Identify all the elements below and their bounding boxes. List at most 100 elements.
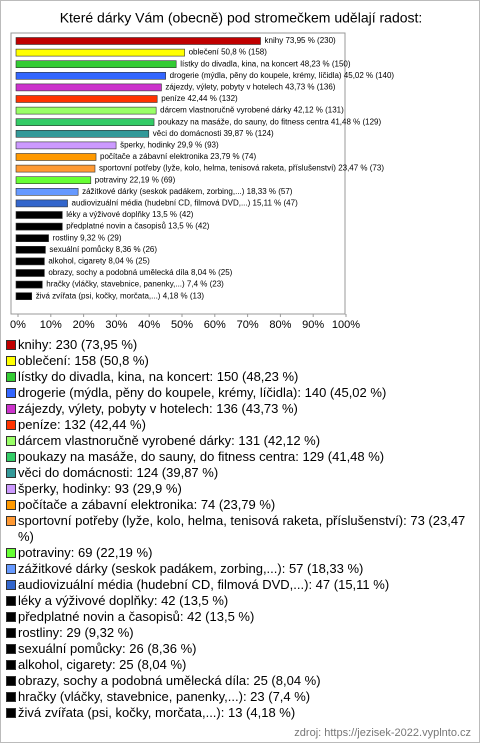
legend-item: potraviny: 69 (22,19 %) xyxy=(5,545,473,561)
legend-label: audiovizuální média (hudební CD, filmová… xyxy=(18,577,390,592)
bar xyxy=(15,222,63,231)
legend-label: poukazy na masáže, do sauny, do fitness … xyxy=(18,449,385,464)
legend-label: živá zvířata (psi, kočky, morčata,...): … xyxy=(18,705,296,720)
bar-label: zážitkové dárky (seskok padákem, zorbing… xyxy=(82,187,293,196)
legend-label: dárcem vlastnoručně vyrobené dárky: 131 … xyxy=(18,433,321,448)
legend-swatch xyxy=(6,564,16,574)
bar-label: zájezdy, výlety, pobyty v hotelech 43,73… xyxy=(165,83,335,92)
legend-item: předplatné novin a časopisů: 42 (13,5 %) xyxy=(5,609,473,625)
legend-swatch xyxy=(6,468,16,478)
x-tick-label: 70% xyxy=(237,319,259,331)
legend-swatch xyxy=(6,644,16,654)
legend-label: předplatné novin a časopisů: 42 (13,5 %) xyxy=(18,609,255,624)
bar xyxy=(15,292,33,301)
legend-item: oblečení: 158 (50,8 %) xyxy=(5,353,473,369)
legend-label: hračky (vláčky, stavebnice, panenky,...)… xyxy=(18,689,311,704)
bar-label: potraviny 22,19 % (69) xyxy=(95,175,176,184)
bar-label: počítače a zábavní elektronika 23,79 % (… xyxy=(100,152,256,161)
legend-item: poukazy na masáže, do sauny, do fitness … xyxy=(5,449,473,465)
bar-label: hračky (vláčky, stavebnice, panenky,...)… xyxy=(46,280,224,289)
legend-label: rostliny: 29 (9,32 %) xyxy=(18,625,134,640)
bar-label: předplatné novin a časopisů 13,5 % (42) xyxy=(66,222,210,231)
legend-item: věci do domácnosti: 124 (39,87 %) xyxy=(5,465,473,481)
legend-label: sexuální pomůcky: 26 (8,36 %) xyxy=(18,641,197,656)
x-tick-label: 20% xyxy=(73,319,95,331)
bar xyxy=(15,176,92,184)
legend-item: živá zvířata (psi, kočky, morčata,...): … xyxy=(5,705,473,721)
bar xyxy=(15,141,117,150)
bar xyxy=(15,72,166,80)
legend-swatch xyxy=(6,500,16,510)
bar xyxy=(15,37,261,45)
bar-label: věci do domácnosti 39,87 % (124) xyxy=(153,129,274,138)
legend-item: počítače a zábavní elektronika: 74 (23,7… xyxy=(5,497,473,513)
bar-label: živá zvířata (psi, kočky, morčata,...) 4… xyxy=(36,291,205,300)
legend-swatch xyxy=(6,596,16,606)
bar xyxy=(15,153,97,161)
legend-label: zážitkové dárky (seskok padákem, zorbing… xyxy=(18,561,364,576)
chart-title: Které dárky Vám (obecně) pod stromečkem … xyxy=(60,10,423,26)
legend-label: alkohol, cigarety: 25 (8,04 %) xyxy=(18,657,187,672)
legend-swatch xyxy=(6,548,16,558)
legend-swatch xyxy=(6,692,16,702)
bar-label: audiovizuální média (hudební CD, filmová… xyxy=(72,199,299,208)
bar-label: peníze 42,44 % (132) xyxy=(161,94,238,103)
bar xyxy=(15,83,162,92)
legend-item: hračky (vláčky, stavebnice, panenky,...)… xyxy=(5,689,473,705)
legend-label: zájezdy, výlety, pobyty v hotelech: 136 … xyxy=(18,401,298,416)
legend-item: lístky do divadla, kina, na koncert: 150… xyxy=(5,369,473,385)
x-tick-label: 60% xyxy=(204,319,226,331)
legend-item: šperky, hodinky: 93 (29,9 %) xyxy=(5,481,473,497)
legend-swatch xyxy=(6,580,16,590)
bar-label: oblečení 50,8 % (158) xyxy=(189,48,268,57)
bar-label: sportovní potřeby (lyže, kolo, helma, te… xyxy=(99,164,384,173)
legend-swatch xyxy=(6,660,16,670)
legend-item: drogerie (mýdla, pěny do koupele, krémy,… xyxy=(5,385,473,401)
legend-swatch xyxy=(6,612,16,622)
legend-swatch xyxy=(6,436,16,446)
bar-label: léky a výživové doplňky 13,5 % (42) xyxy=(66,210,194,219)
legend-swatch xyxy=(6,404,16,414)
plot-frame xyxy=(10,32,346,315)
bar xyxy=(15,269,45,277)
x-tick-label: 100% xyxy=(332,319,360,331)
legend-label: knihy: 230 (73,95 %) xyxy=(18,337,138,352)
legend-item: alkohol, cigarety: 25 (8,04 %) xyxy=(5,657,473,673)
bar xyxy=(15,280,43,289)
legend-label: oblečení: 158 (50,8 %) xyxy=(18,353,149,368)
legend-swatch xyxy=(6,420,16,430)
legend-swatch xyxy=(6,356,16,366)
legend: knihy: 230 (73,95 %) oblečení: 158 (50,8 … xyxy=(5,337,473,721)
legend-item: sportovní potřeby (lyže, kolo, helma, te… xyxy=(5,513,473,545)
legend-label: obrazy, sochy a podobná umělecká díla: 2… xyxy=(18,673,321,688)
x-tick-label: 30% xyxy=(105,319,127,331)
legend-swatch xyxy=(6,452,16,462)
bar-label: alkohol, cigarety 8,04 % (25) xyxy=(48,257,150,266)
bar-label: knihy 73,95 % (230) xyxy=(265,36,336,45)
legend-label: léky a výživové doplňky: 42 (13,5 %) xyxy=(18,593,229,608)
legend-swatch xyxy=(6,372,16,382)
chart: Které dárky Vám (obecně) pod stromečkem … xyxy=(10,10,423,331)
legend-label: šperky, hodinky: 93 (29,9 %) xyxy=(18,481,182,496)
legend-item: dárcem vlastnoručně vyrobené dárky: 131 … xyxy=(5,433,473,449)
legend-swatch xyxy=(6,628,16,638)
bar xyxy=(15,257,45,266)
legend-item: rostliny: 29 (9,32 %) xyxy=(5,625,473,641)
legend-item: léky a výživové doplňky: 42 (13,5 %) xyxy=(5,593,473,609)
bar-label: obrazy, sochy a podobná umělecká díla 8,… xyxy=(48,268,232,277)
legend-label: sportovní potřeby (lyže, kolo, helma, te… xyxy=(18,513,466,544)
legend-label: věci do domácnosti: 124 (39,87 %) xyxy=(18,465,219,480)
legend-swatch xyxy=(6,484,16,494)
legend-swatch xyxy=(6,676,16,686)
legend-label: drogerie (mýdla, pěny do koupele, krémy,… xyxy=(18,385,387,400)
legend-label: lístky do divadla, kina, na koncert: 150… xyxy=(18,369,299,384)
legend-label: počítače a zábavní elektronika: 74 (23,7… xyxy=(18,497,276,512)
legend-swatch xyxy=(6,340,16,350)
legend-swatch xyxy=(6,516,16,526)
bar xyxy=(15,48,185,57)
legend-label: potraviny: 69 (22,19 %) xyxy=(18,545,153,560)
source: zdroj: https://jezisek-2022.vyplnto.cz xyxy=(294,727,471,739)
legend-item: peníze: 132 (42,44 %) xyxy=(5,417,473,433)
bar-label: rostliny 9,32 % (29) xyxy=(53,233,122,242)
